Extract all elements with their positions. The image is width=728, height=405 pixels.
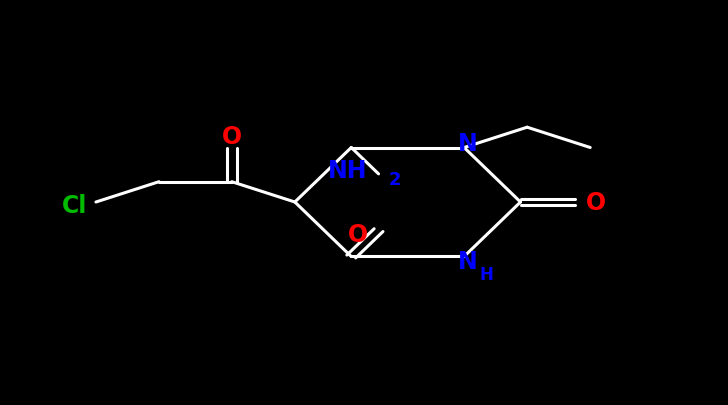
Text: Cl: Cl bbox=[61, 194, 87, 218]
Text: N: N bbox=[458, 132, 478, 156]
Text: NH: NH bbox=[328, 158, 368, 182]
Text: 2: 2 bbox=[388, 171, 401, 188]
Text: O: O bbox=[585, 190, 606, 215]
Text: N: N bbox=[458, 249, 478, 273]
Text: O: O bbox=[348, 223, 368, 247]
Text: H: H bbox=[479, 265, 493, 283]
Text: O: O bbox=[222, 125, 242, 149]
